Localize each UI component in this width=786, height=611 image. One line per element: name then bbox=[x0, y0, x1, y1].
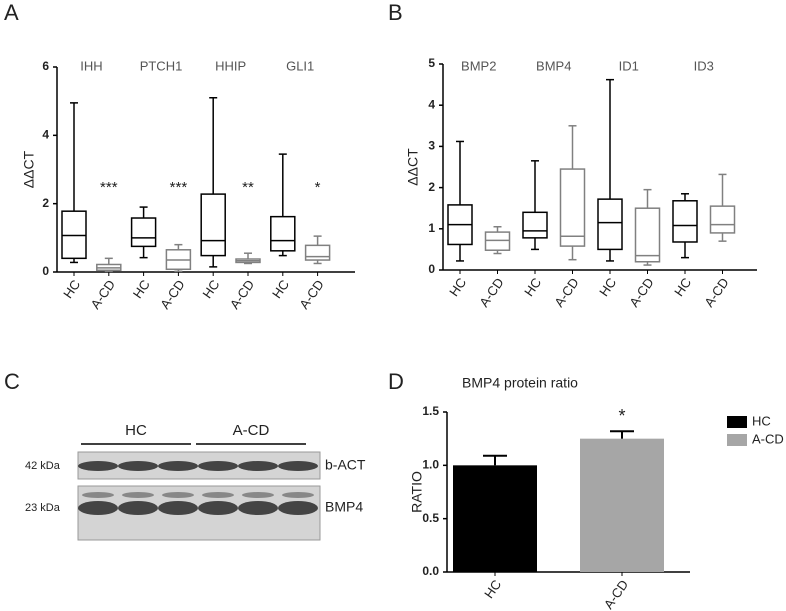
legend-label: A-CD bbox=[752, 431, 784, 446]
x-tick-label: HC bbox=[130, 277, 153, 301]
x-tick-label: A-CD bbox=[601, 577, 632, 611]
legend-swatch bbox=[727, 434, 747, 446]
y-tick-label: 2 bbox=[428, 180, 435, 194]
x-tick-label: A-CD bbox=[701, 275, 732, 310]
blot-band bbox=[238, 461, 278, 471]
box bbox=[130, 217, 157, 248]
blot-band bbox=[202, 492, 234, 498]
x-tick-label: A-CD bbox=[626, 275, 657, 310]
x-tick-label: A-CD bbox=[157, 277, 188, 312]
bar bbox=[580, 438, 664, 572]
group-label: ID1 bbox=[619, 58, 639, 73]
significance: * bbox=[315, 179, 321, 196]
blot-band bbox=[78, 501, 118, 515]
x-tick-label: HC bbox=[671, 275, 694, 299]
chart-title: BMP4 protein ratio bbox=[462, 375, 578, 391]
box bbox=[634, 207, 661, 263]
bar bbox=[453, 465, 537, 572]
y-axis-label: RATIO bbox=[409, 471, 425, 513]
group-label: A-CD bbox=[233, 422, 270, 439]
y-axis-label: ΔΔCT bbox=[405, 148, 421, 186]
box bbox=[200, 193, 226, 257]
box bbox=[559, 168, 586, 247]
blot-band bbox=[278, 501, 318, 515]
blot-band bbox=[198, 461, 238, 471]
x-tick-label: HC bbox=[60, 277, 83, 301]
legend-swatch bbox=[727, 416, 747, 428]
significance: *** bbox=[170, 179, 188, 196]
y-tick-label: 1.5 bbox=[422, 404, 439, 418]
box bbox=[522, 211, 548, 239]
y-tick-label: 1.0 bbox=[422, 458, 439, 472]
size-label: 42 kDa bbox=[25, 460, 61, 472]
blot-band bbox=[162, 492, 194, 498]
y-axis-label: ΔΔCT bbox=[21, 150, 37, 188]
group-label: BMP2 bbox=[461, 58, 496, 73]
group-label: BMP4 bbox=[536, 58, 571, 73]
y-tick-label: 0.5 bbox=[422, 511, 439, 525]
blot-band bbox=[242, 492, 274, 498]
blot-band bbox=[78, 461, 118, 471]
size-label: 23 kDa bbox=[25, 502, 61, 514]
panel-label: D bbox=[388, 369, 404, 394]
box bbox=[484, 231, 511, 251]
x-tick-label: A-CD bbox=[296, 277, 327, 312]
x-tick-label: A-CD bbox=[227, 277, 258, 312]
band-label: b-ACT bbox=[325, 457, 366, 473]
blot-band bbox=[118, 461, 158, 471]
y-tick-label: 2 bbox=[42, 196, 49, 210]
band-label: BMP4 bbox=[325, 499, 363, 515]
group-label: PTCH1 bbox=[140, 58, 183, 73]
significance: ** bbox=[242, 179, 254, 196]
x-tick-label: HC bbox=[269, 277, 292, 301]
box bbox=[304, 244, 331, 261]
group-label: HHIP bbox=[215, 58, 246, 73]
blot-band bbox=[118, 501, 158, 515]
y-tick-label: 6 bbox=[42, 59, 49, 73]
blot-band bbox=[282, 492, 314, 498]
box bbox=[672, 200, 698, 243]
x-tick-label: A-CD bbox=[551, 275, 582, 310]
box bbox=[597, 198, 623, 251]
blot-band bbox=[122, 492, 154, 498]
blot-band bbox=[158, 461, 198, 471]
x-tick-label: HC bbox=[596, 275, 619, 299]
legend-label: HC bbox=[752, 413, 771, 428]
panel-label: B bbox=[388, 0, 403, 25]
y-tick-label: 4 bbox=[42, 128, 49, 142]
group-label: HC bbox=[125, 422, 147, 439]
x-tick-label: A-CD bbox=[88, 277, 119, 312]
group-label: GLI1 bbox=[286, 58, 314, 73]
box bbox=[709, 205, 736, 234]
blot-band bbox=[278, 461, 318, 471]
group-label: IHH bbox=[80, 58, 102, 73]
y-tick-label: 5 bbox=[428, 56, 435, 70]
blot-band bbox=[198, 501, 238, 515]
panel-label: C bbox=[4, 369, 20, 394]
y-tick-label: 0.0 bbox=[422, 564, 439, 578]
y-tick-label: 4 bbox=[428, 97, 435, 111]
significance: *** bbox=[100, 179, 118, 196]
x-tick-label: HC bbox=[481, 577, 504, 601]
blot-band bbox=[158, 501, 198, 515]
y-tick-label: 0 bbox=[42, 264, 49, 278]
y-tick-label: 0 bbox=[428, 262, 435, 276]
blot-band bbox=[82, 492, 114, 498]
x-tick-label: HC bbox=[521, 275, 544, 299]
blot-band bbox=[238, 501, 278, 515]
panel-label: A bbox=[4, 0, 19, 25]
y-tick-label: 1 bbox=[428, 221, 435, 235]
x-tick-label: HC bbox=[446, 275, 469, 299]
group-label: ID3 bbox=[694, 58, 714, 73]
x-tick-label: HC bbox=[199, 277, 222, 301]
box bbox=[270, 215, 296, 252]
significance: * bbox=[618, 406, 625, 426]
blot-strip bbox=[77, 485, 321, 541]
y-tick-label: 3 bbox=[428, 139, 435, 153]
x-tick-label: A-CD bbox=[476, 275, 507, 310]
